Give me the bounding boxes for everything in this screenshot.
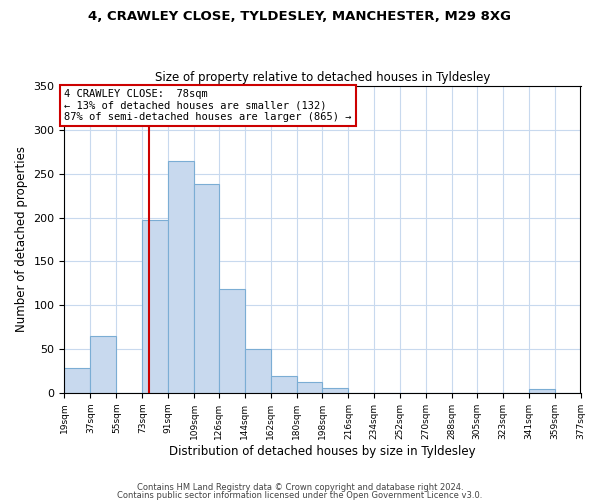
Y-axis label: Number of detached properties: Number of detached properties bbox=[15, 146, 28, 332]
Bar bbox=[271, 376, 296, 393]
Bar bbox=[168, 160, 194, 393]
Bar bbox=[322, 388, 349, 393]
Title: Size of property relative to detached houses in Tyldesley: Size of property relative to detached ho… bbox=[155, 70, 490, 84]
Text: Contains HM Land Registry data © Crown copyright and database right 2024.: Contains HM Land Registry data © Crown c… bbox=[137, 484, 463, 492]
Bar bbox=[245, 349, 271, 393]
Text: 4 CRAWLEY CLOSE:  78sqm
← 13% of detached houses are smaller (132)
87% of semi-d: 4 CRAWLEY CLOSE: 78sqm ← 13% of detached… bbox=[64, 88, 352, 122]
Text: 4, CRAWLEY CLOSE, TYLDESLEY, MANCHESTER, M29 8XG: 4, CRAWLEY CLOSE, TYLDESLEY, MANCHESTER,… bbox=[89, 10, 511, 23]
Bar bbox=[529, 390, 554, 393]
Bar bbox=[91, 336, 116, 393]
Bar bbox=[142, 220, 168, 393]
Bar bbox=[296, 382, 322, 393]
Bar bbox=[194, 184, 218, 393]
Text: Contains public sector information licensed under the Open Government Licence v3: Contains public sector information licen… bbox=[118, 490, 482, 500]
X-axis label: Distribution of detached houses by size in Tyldesley: Distribution of detached houses by size … bbox=[169, 444, 476, 458]
Bar bbox=[218, 290, 245, 393]
Bar bbox=[64, 368, 91, 393]
